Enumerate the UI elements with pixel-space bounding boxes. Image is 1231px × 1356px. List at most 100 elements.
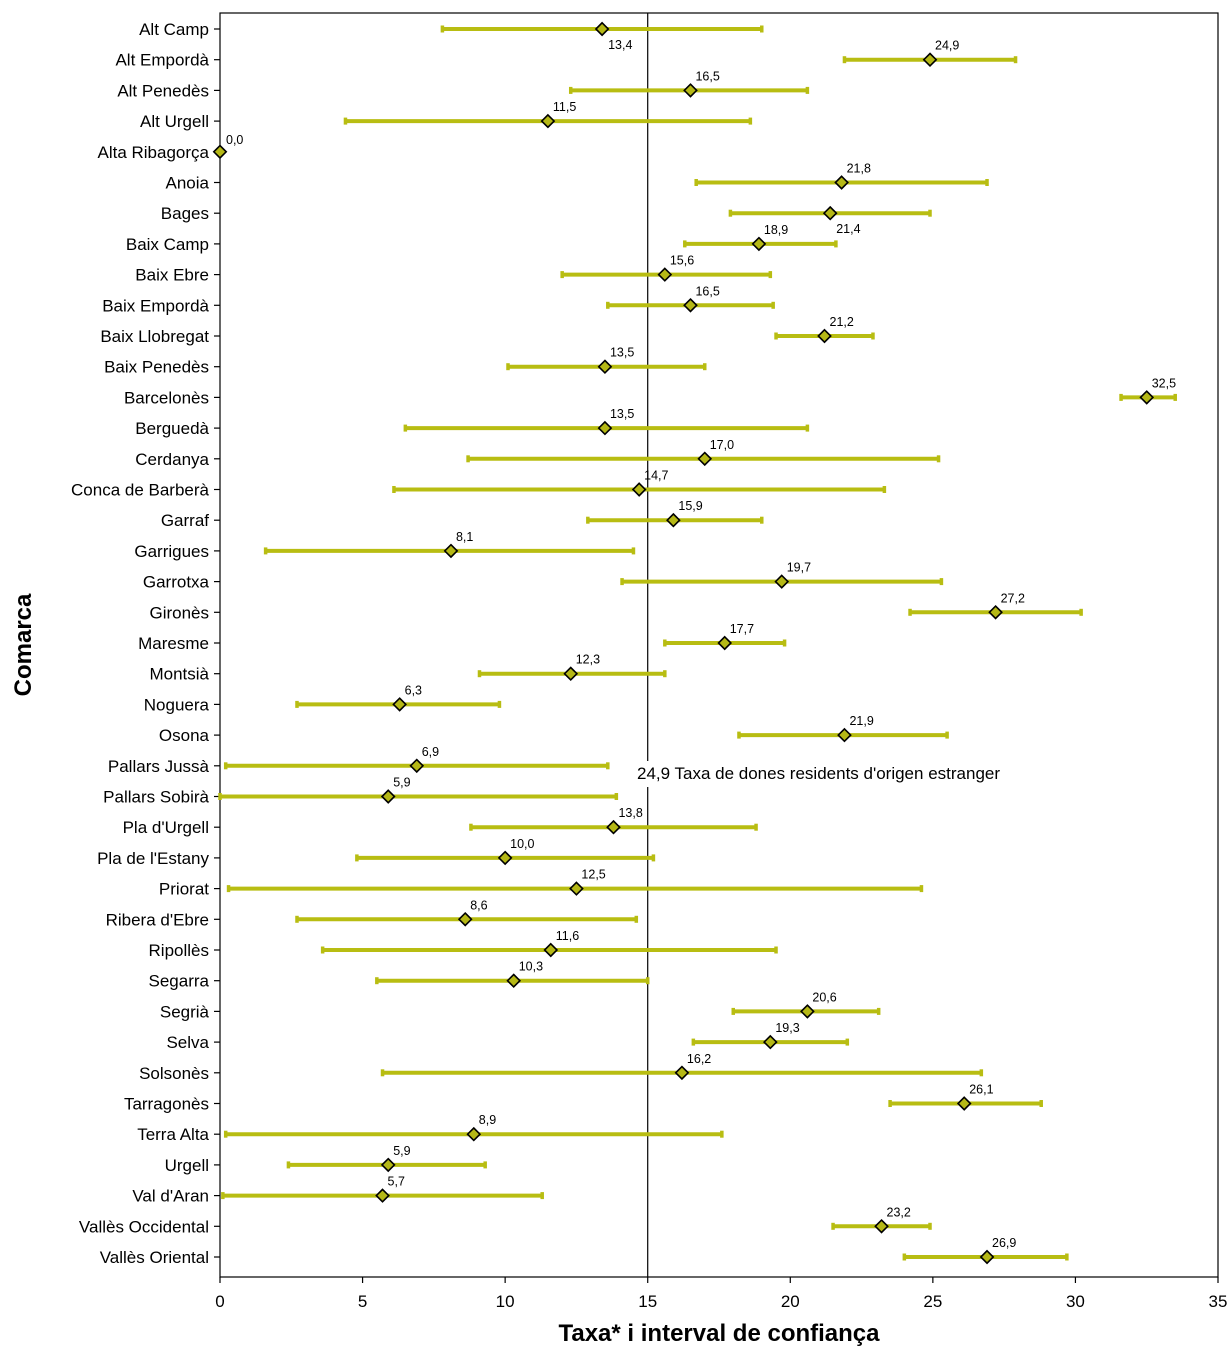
data-point: 13,5 <box>506 346 707 375</box>
x-tick-label: 5 <box>358 1292 367 1311</box>
point-marker <box>569 881 584 896</box>
category-label: Tarragonès <box>124 1095 209 1114</box>
point-marker <box>762 1034 778 1050</box>
category-label: Gironès <box>149 603 209 622</box>
category-label: Maresme <box>138 634 209 653</box>
data-point: 21,2 <box>774 315 875 344</box>
point-marker <box>717 635 733 651</box>
data-point: 16,5 <box>606 284 775 313</box>
data-point: 32,5 <box>1119 376 1177 405</box>
value-label: 12,3 <box>576 653 600 667</box>
point-marker <box>375 1188 390 1203</box>
data-point: 19,7 <box>620 561 944 589</box>
data-point: 11,5 <box>343 100 753 129</box>
value-label: 16,5 <box>695 284 719 298</box>
x-tick-label: 15 <box>638 1292 657 1311</box>
value-label: 21,4 <box>836 222 860 236</box>
point-marker <box>834 175 849 190</box>
value-label: 8,1 <box>456 530 473 544</box>
category-label: Berguedà <box>135 419 209 438</box>
category-label: Priorat <box>159 880 209 899</box>
data-point: 13,4 <box>440 21 764 52</box>
data-point: 12,5 <box>226 868 924 896</box>
category-label: Urgell <box>165 1156 209 1175</box>
data-point: 21,9 <box>737 714 949 743</box>
value-label: 14,7 <box>644 469 668 483</box>
point-marker <box>697 451 713 467</box>
category-label: Bages <box>161 204 209 223</box>
category-label: Selva <box>166 1033 209 1052</box>
data-point: 20,6 <box>731 990 881 1019</box>
category-label: Segarra <box>149 972 210 991</box>
y-axis: Alt Camp Alt Empordà Alt Penedès Alt Urgell… <box>71 20 220 1267</box>
value-label: 5,9 <box>393 776 410 790</box>
point-marker <box>540 113 556 129</box>
category-label: Baix Camp <box>126 235 209 254</box>
point-marker <box>837 727 852 743</box>
value-label: 8,6 <box>470 898 487 912</box>
y-axis-title: Comarca <box>10 593 37 696</box>
point-marker <box>817 328 832 344</box>
category-label: Vallès Occidental <box>79 1217 209 1236</box>
category-label: Val d'Aran <box>132 1187 209 1206</box>
point-marker <box>657 267 673 282</box>
data-point: 18,9 <box>683 223 838 252</box>
point-marker <box>597 359 613 375</box>
category-label: Pla d'Urgell <box>123 818 209 837</box>
category-label: Anoia <box>166 174 210 193</box>
value-label: 32,5 <box>1152 376 1176 390</box>
data-point: 26,9 <box>902 1236 1069 1265</box>
data-point: 16,2 <box>380 1052 984 1081</box>
data-point: 15,9 <box>586 499 764 528</box>
x-tick-label: 30 <box>1066 1292 1085 1311</box>
value-label: 21,2 <box>830 315 854 329</box>
category-label: Alt Empordà <box>115 51 209 70</box>
data-point: 11,6 <box>320 929 778 958</box>
data-point: 6,3 <box>295 683 502 712</box>
value-label: 21,9 <box>849 714 873 728</box>
point-marker <box>543 942 559 958</box>
value-label: 5,9 <box>393 1144 410 1158</box>
plot-frame <box>219 12 1219 1278</box>
value-label: 27,2 <box>1001 591 1025 605</box>
point-marker <box>380 789 396 804</box>
data-point: 17,0 <box>466 438 941 467</box>
value-label: 11,6 <box>556 929 579 943</box>
category-label: Baix Empordà <box>102 296 209 315</box>
data-point: 14,7 <box>392 469 887 497</box>
value-label: 12,5 <box>581 868 605 882</box>
reference-line-label: 24,9 Taxa de dones residents d'origen es… <box>637 764 1000 783</box>
point-marker <box>443 543 459 559</box>
x-tick-label: 10 <box>496 1292 515 1311</box>
data-point: 27,2 <box>908 591 1083 620</box>
data-point: 6,9 <box>223 745 610 774</box>
category-label: Pallars Sobirà <box>103 788 209 807</box>
point-marker <box>874 1218 889 1234</box>
value-label: 16,2 <box>687 1052 711 1066</box>
category-label: Alt Penedès <box>117 81 209 100</box>
value-label: 24,9 <box>935 39 959 53</box>
category-label: Garraf <box>161 511 209 530</box>
value-label: 13,4 <box>608 38 632 52</box>
value-label: 13,5 <box>610 346 634 360</box>
category-label: Baix Llobregat <box>100 327 209 346</box>
series: 13,4 24,9 16,5 11,5 0,0 21,8 21,4 18,9 15,6 16,5 2… <box>212 21 1177 1265</box>
category-label: Garrotxa <box>143 573 210 592</box>
value-label: 10,3 <box>519 960 543 974</box>
data-point: 19,3 <box>691 1021 850 1050</box>
value-label: 0,0 <box>226 133 243 147</box>
x-tick-label: 25 <box>923 1292 942 1311</box>
category-label: Alta Ribagorça <box>97 143 209 162</box>
value-label: 11,5 <box>553 100 576 114</box>
data-point: 5,7 <box>221 1175 544 1203</box>
value-label: 13,5 <box>610 407 634 421</box>
category-label: Vallès Oriental <box>100 1248 209 1267</box>
value-label: 26,1 <box>969 1083 993 1097</box>
data-point: 13,5 <box>403 407 810 436</box>
value-label: 6,3 <box>405 683 422 697</box>
point-marker <box>666 512 681 528</box>
point-marker <box>683 297 698 313</box>
value-label: 18,9 <box>764 223 788 237</box>
category-label: Baix Penedès <box>104 358 209 377</box>
category-label: Pla de l'Estany <box>97 849 209 868</box>
